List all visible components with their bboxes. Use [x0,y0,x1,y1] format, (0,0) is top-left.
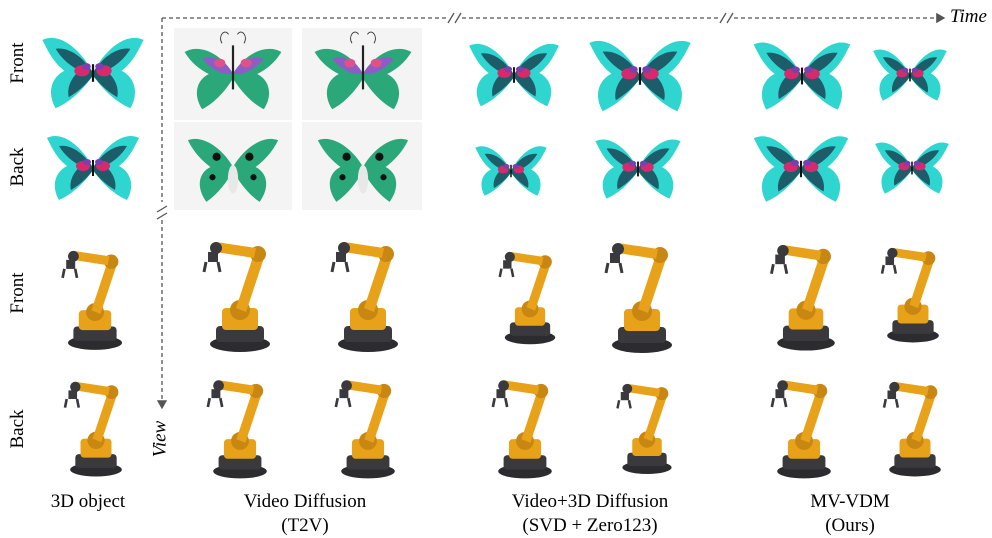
robot-t2v-front-2 [318,226,418,356]
column-label-mv-vdm: MV-VDM (Ours) [790,490,910,538]
robot-svd-front-2 [592,226,692,358]
column-label-3d-object: 3D object [18,490,158,514]
column-label-line1: MV-VDM [810,491,890,512]
butterfly-svd-back-2 [582,132,694,206]
view-axis [156,18,168,410]
butterfly-ours-front-1 [748,34,856,118]
robot-ours-front-2 [870,222,956,358]
robot-t2v-front-1 [190,226,290,356]
column-label-line1: 3D object [50,491,126,512]
robot-ours-front-1 [758,226,854,358]
view-axis-label: View [149,420,171,458]
butterfly-ours-back-2 [872,122,952,214]
robot-t2v-back-2 [318,366,418,482]
robot-back-3d [52,368,140,480]
butterfly-t2v-back-2 [308,126,418,208]
time-axis [162,12,946,24]
butterfly-svd-front-1 [464,36,564,114]
column-label-line2: (SVD + Zero123) [522,515,658,536]
butterfly-t2v-front-2 [308,30,418,118]
butterfly-svd-back-1 [452,140,570,202]
robot-svd-front-1 [488,228,572,358]
butterfly-t2v-front-1 [178,30,288,118]
column-label-video-diffusion: Video Diffusion (T2V) [210,490,400,538]
robot-t2v-back-1 [190,366,290,482]
robot-ours-back-2 [872,366,958,482]
butterfly-front-3d [38,28,148,118]
butterfly-back-3d [38,128,148,208]
butterfly-t2v-back-1 [178,126,288,208]
robot-ours-back-1 [758,366,850,482]
butterfly-svd-front-2 [578,32,702,120]
column-label-line2: (T2V) [281,515,329,536]
column-label-line2: (Ours) [825,515,875,536]
butterfly-ours-back-1 [742,128,860,210]
column-label-line1: Video Diffusion [243,491,367,512]
robot-front-3d [50,232,140,358]
column-label-video-3d-diffusion: Video+3D Diffusion (SVD + Zero123) [480,490,700,538]
column-label-line1: Video+3D Diffusion [511,491,669,512]
butterfly-ours-front-2 [870,30,950,120]
robot-svd-back-1 [480,366,570,482]
robot-svd-back-2 [606,366,688,482]
time-axis-label: Time [950,6,987,27]
